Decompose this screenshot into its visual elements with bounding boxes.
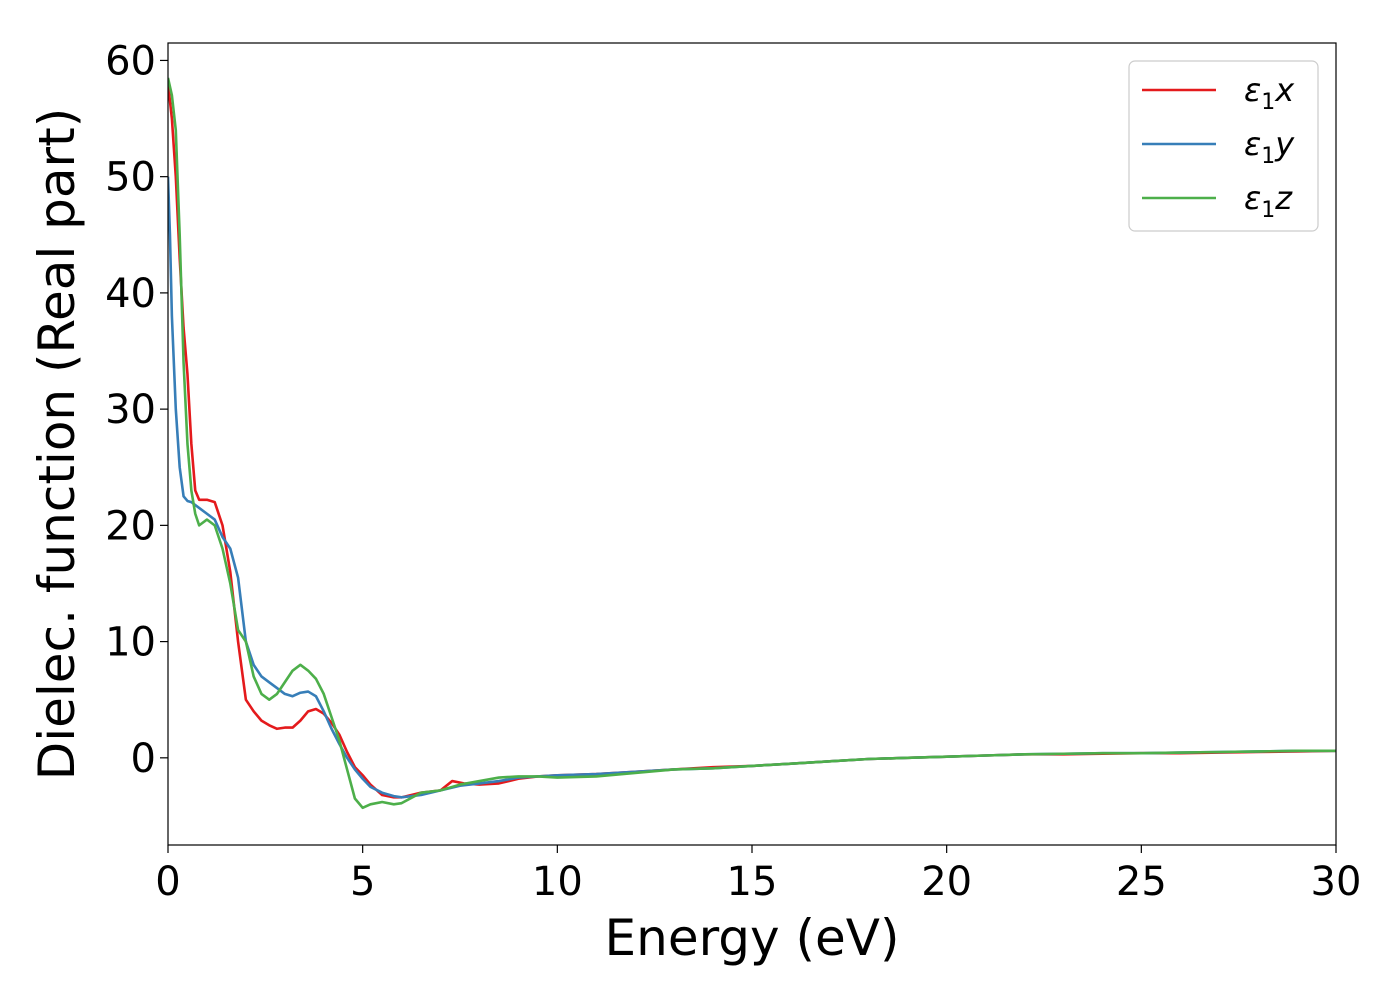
- y-axis-ticks: 0 10 20 30 40 50 60: [105, 38, 168, 782]
- legend-label-3: ε1z: [1244, 179, 1293, 223]
- x-tick-label: 10: [532, 859, 583, 905]
- y-tick-label: 40: [105, 271, 156, 317]
- x-axis-label: Energy (eV): [605, 909, 900, 967]
- x-tick-label: 25: [1116, 859, 1167, 905]
- series-layer: [168, 77, 1336, 810]
- x-tick-label: 15: [727, 859, 778, 905]
- y-tick-label: 20: [105, 503, 156, 549]
- x-tick-label: 20: [921, 859, 972, 905]
- y-axis-label: Dielec. function (Real part): [28, 108, 86, 780]
- x-tick-label: 5: [350, 859, 375, 905]
- legend-label-1: ε1x: [1244, 71, 1295, 115]
- x-axis-ticks: 0 5 10 15 20 25 30: [155, 845, 1361, 905]
- legend: ε1x ε1y ε1z: [1128, 60, 1319, 232]
- x-tick-label: 0: [155, 859, 180, 905]
- legend-label-2: ε1y: [1244, 125, 1295, 169]
- legend-box: [1128, 60, 1319, 232]
- y-tick-label: 10: [105, 620, 156, 666]
- series-line-3: [168, 77, 1336, 810]
- y-tick-label: 30: [105, 387, 156, 433]
- x-tick-label: 30: [1311, 859, 1362, 905]
- y-tick-label: 50: [105, 155, 156, 201]
- y-tick-label: 0: [131, 736, 156, 782]
- y-tick-label: 60: [105, 38, 156, 84]
